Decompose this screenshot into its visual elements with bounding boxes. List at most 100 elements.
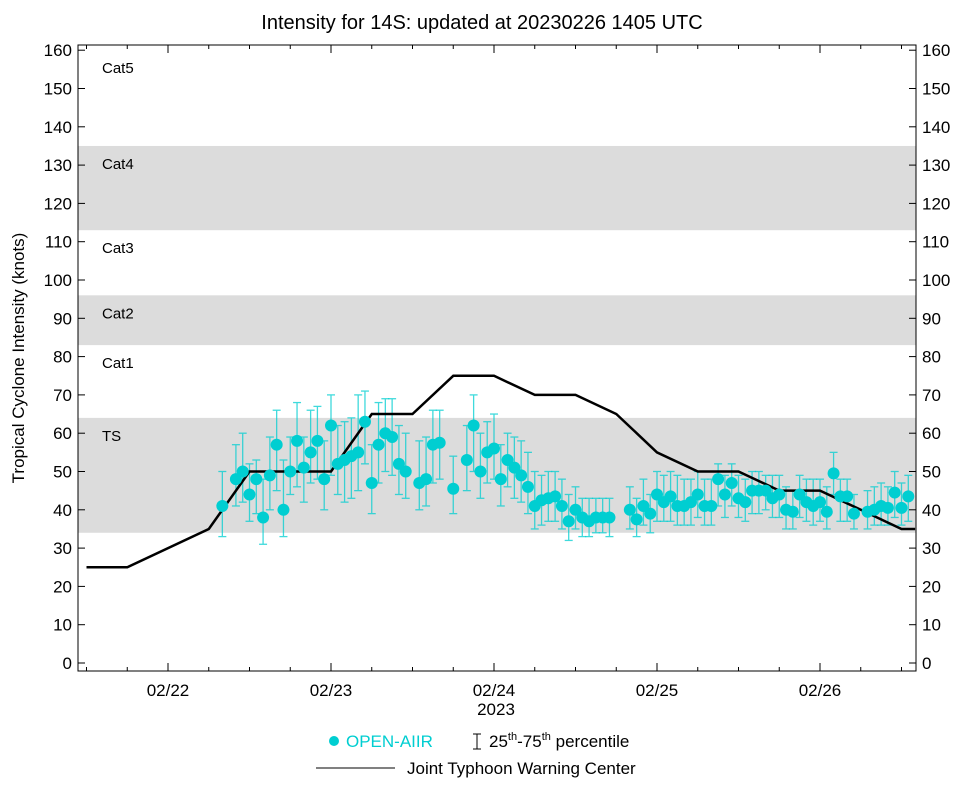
legend-jtwc-label: Joint Typhoon Warning Center (407, 759, 636, 778)
openaiir-point (888, 486, 901, 499)
openaiir-point (229, 473, 242, 486)
openaiir-point (433, 436, 446, 449)
openaiir-point (372, 438, 385, 451)
openaiir-point (664, 490, 677, 503)
openaiir-point (447, 482, 460, 495)
plot-frame (77, 44, 917, 672)
y-tick-label-right: 140 (922, 118, 950, 137)
openaiir-point (684, 496, 697, 509)
openaiir-point (365, 476, 378, 489)
openaiir-point (386, 431, 399, 444)
category-labels: TS Cat1 Cat2 Cat3 Cat4 Cat5 (102, 60, 134, 445)
y-axis-label: Tropical Cyclone Intensity (knots) (9, 233, 28, 484)
y-tick-label: 140 (44, 118, 72, 137)
openaiir-point (644, 507, 657, 520)
openaiir-point (603, 511, 616, 524)
openaiir-point (318, 473, 331, 486)
openaiir-point (786, 505, 799, 518)
legend-errorbar-icon (473, 733, 481, 750)
chart-title: Intensity for 14S: updated at 20230226 1… (261, 12, 702, 34)
y-tick-label: 20 (53, 577, 72, 596)
y-tick-label-right: 20 (922, 577, 941, 596)
openaiir-point (243, 488, 256, 501)
y-tick-label-right: 30 (922, 539, 941, 558)
openaiir-point (630, 513, 643, 526)
openaiir-point (399, 465, 412, 478)
openaiir-point (291, 434, 304, 447)
openaiir-point (297, 461, 310, 474)
openaiir-point (325, 419, 337, 432)
openaiir-point (467, 419, 480, 432)
y-tick-label: 50 (53, 463, 72, 482)
openaiir-point (637, 499, 650, 512)
openaiir-point (569, 503, 582, 516)
y-tick-label: 70 (53, 386, 72, 405)
x-tick-label: 02/22 (147, 681, 190, 700)
x-tick-label: 02/24 (473, 681, 516, 700)
openaiir-point (277, 503, 290, 516)
openaiir-point (793, 488, 806, 501)
openaiir-point (895, 501, 908, 514)
y-tick-label-right: 70 (922, 386, 941, 405)
y-axis: 0 0 10 10 20 20 30 30 40 40 50 50 60 60 70 70 80 80 90 90 10… (44, 41, 951, 673)
y-tick-label: 120 (44, 194, 72, 213)
openaiir-point (250, 473, 263, 486)
openaiir-point (515, 469, 528, 482)
openaiir-point (847, 507, 860, 520)
openaiir-point (263, 469, 276, 482)
openaiir-point (814, 496, 826, 509)
openaiir-point (651, 488, 663, 501)
openaiir-point (392, 457, 405, 470)
openaiir-point (712, 473, 725, 486)
band-cat2 (78, 295, 916, 346)
openaiir-point (352, 446, 365, 459)
openaiir-point (304, 446, 317, 459)
y-tick-label-right: 160 (922, 41, 950, 60)
openaiir-point (555, 499, 568, 512)
openaiir-point (236, 465, 249, 478)
openaiir-point (460, 454, 473, 467)
openaiir-point (257, 511, 270, 524)
error-bar (279, 459, 288, 538)
band-label-cat3: Cat3 (102, 240, 134, 257)
y-tick-label-right: 10 (922, 616, 941, 635)
openaiir-point (691, 488, 704, 501)
openaiir-point (488, 442, 500, 455)
y-tick-label: 80 (53, 348, 72, 367)
openaiir-point (521, 480, 534, 493)
y-tick-label-right: 90 (922, 309, 941, 328)
x-tick-label: 02/26 (799, 681, 842, 700)
y-tick-label-right: 130 (922, 156, 950, 175)
y-tick-label-right: 150 (922, 80, 950, 99)
openaiir-points (216, 415, 915, 528)
band-label-cat1: Cat1 (102, 355, 134, 372)
y-tick-label: 160 (44, 41, 72, 60)
legend-openaiir-label: OPEN-AIIR (346, 732, 433, 751)
openaiir-point (881, 501, 894, 514)
y-tick-label: 100 (44, 271, 72, 290)
openaiir-point (773, 488, 786, 501)
legend-percentile-label: 25th-75th percentile (489, 731, 629, 751)
openaiir-point (759, 484, 772, 497)
y-tick-label-right: 100 (922, 271, 950, 290)
band-label-cat4: Cat4 (102, 156, 134, 173)
openaiir-point (311, 434, 324, 447)
y-tick-label-right: 80 (922, 348, 941, 367)
legend: OPEN-AIIR 25th-75th percentile Joint Typ… (316, 731, 636, 778)
openaiir-point (216, 499, 229, 512)
y-tick-label-right: 60 (922, 424, 941, 443)
y-tick-label: 60 (53, 424, 72, 443)
x-tick-label: 02/23 (310, 681, 353, 700)
band-label-cat5: Cat5 (102, 60, 134, 77)
jtwc-line (86, 374, 916, 569)
x-axis-year: 2023 (477, 700, 515, 719)
band-cat4 (78, 145, 916, 231)
y-tick-label: 40 (53, 501, 72, 520)
band-label-ts: TS (102, 428, 121, 445)
openaiir-point (420, 473, 433, 486)
openaiir-point (494, 473, 507, 486)
openaiir-point (841, 490, 854, 503)
openaiir-point (718, 488, 731, 501)
openaiir-point (501, 454, 514, 467)
